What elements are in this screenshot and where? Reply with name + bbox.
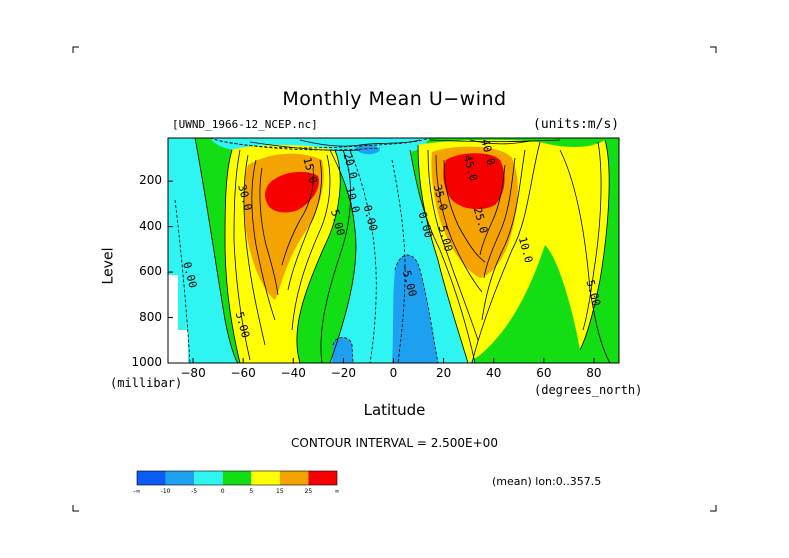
corner-marks <box>72 46 717 512</box>
y-tick-label: 200 <box>139 173 162 188</box>
fill-red-south <box>265 171 319 213</box>
y-tick-label: 600 <box>139 264 162 279</box>
colorbar-label: -10 <box>161 488 171 495</box>
colorbar-label: 25 <box>305 488 313 495</box>
x-tick-label: −20 <box>330 366 357 380</box>
x-tick-marks <box>192 358 595 363</box>
x-tick-label: 0 <box>389 366 398 380</box>
colorbar-swatch <box>251 471 280 485</box>
x-tick-label: 60 <box>536 366 552 380</box>
colorbar-swatch <box>279 471 309 485</box>
chart-title: Monthly Mean U−wind <box>282 88 507 110</box>
colorbar-label: 0 <box>221 488 225 495</box>
fill-white-missing-2 <box>168 330 188 363</box>
x-axis-unit: (degrees_north) <box>534 383 643 397</box>
fill-red-north <box>443 153 505 210</box>
x-tick-label: 20 <box>435 366 452 380</box>
colorbar-label: -∞ <box>133 488 140 495</box>
fill-blue-2 <box>332 337 353 363</box>
colorbar-label: 15 <box>276 488 284 495</box>
x-axis-title: Latitude <box>363 401 426 419</box>
y-axis-unit: (millibar) <box>110 376 183 390</box>
colorbar-swatch <box>137 471 166 485</box>
y-axis-title: Level <box>100 247 117 285</box>
file-label: [UWND_1966-12_NCEP.nc] <box>172 118 318 131</box>
y-tick-label: 400 <box>139 218 162 233</box>
x-tick-label: −80 <box>180 366 206 380</box>
colorbar-label: -5 <box>191 488 197 495</box>
y-tick-label: 800 <box>139 309 162 324</box>
fill-white-missing <box>168 275 178 363</box>
contour-interval: CONTOUR INTERVAL = 2.500E+00 <box>291 436 498 450</box>
colorbar-frame <box>136 470 338 486</box>
x-tick-label: 40 <box>486 366 502 380</box>
x-tick-label: −40 <box>280 366 306 380</box>
mean-info: (mean) lon:0..357.5 <box>492 475 602 488</box>
fill-blue-top <box>355 144 380 155</box>
x-tick-label: −60 <box>230 366 256 380</box>
colorbar-swatch <box>222 471 252 485</box>
fill-cyan-tropics <box>330 142 475 363</box>
colorbar-swatch <box>194 471 223 485</box>
y-tick-label: 1000 <box>131 355 162 369</box>
colorbar-swatch <box>165 471 195 485</box>
fill-blue-1 <box>392 255 438 363</box>
y-tick-marks <box>168 180 173 364</box>
contour-plot: 15.0 20.0 40.045.030.0 10.05.00 0.0035.025.0… <box>168 138 619 363</box>
colorbar-label: ∞ <box>335 488 340 495</box>
contour-lines <box>194 138 611 363</box>
units-label: (units:m/s) <box>533 117 620 132</box>
colorbar-label: 5 <box>249 488 253 495</box>
negative-contours <box>174 138 439 363</box>
x-tick-label: 80 <box>586 366 602 380</box>
colorbar-swatch <box>308 471 337 485</box>
colorbar: -∞ -10 -5 0 5 15 25 ∞ <box>133 470 340 495</box>
